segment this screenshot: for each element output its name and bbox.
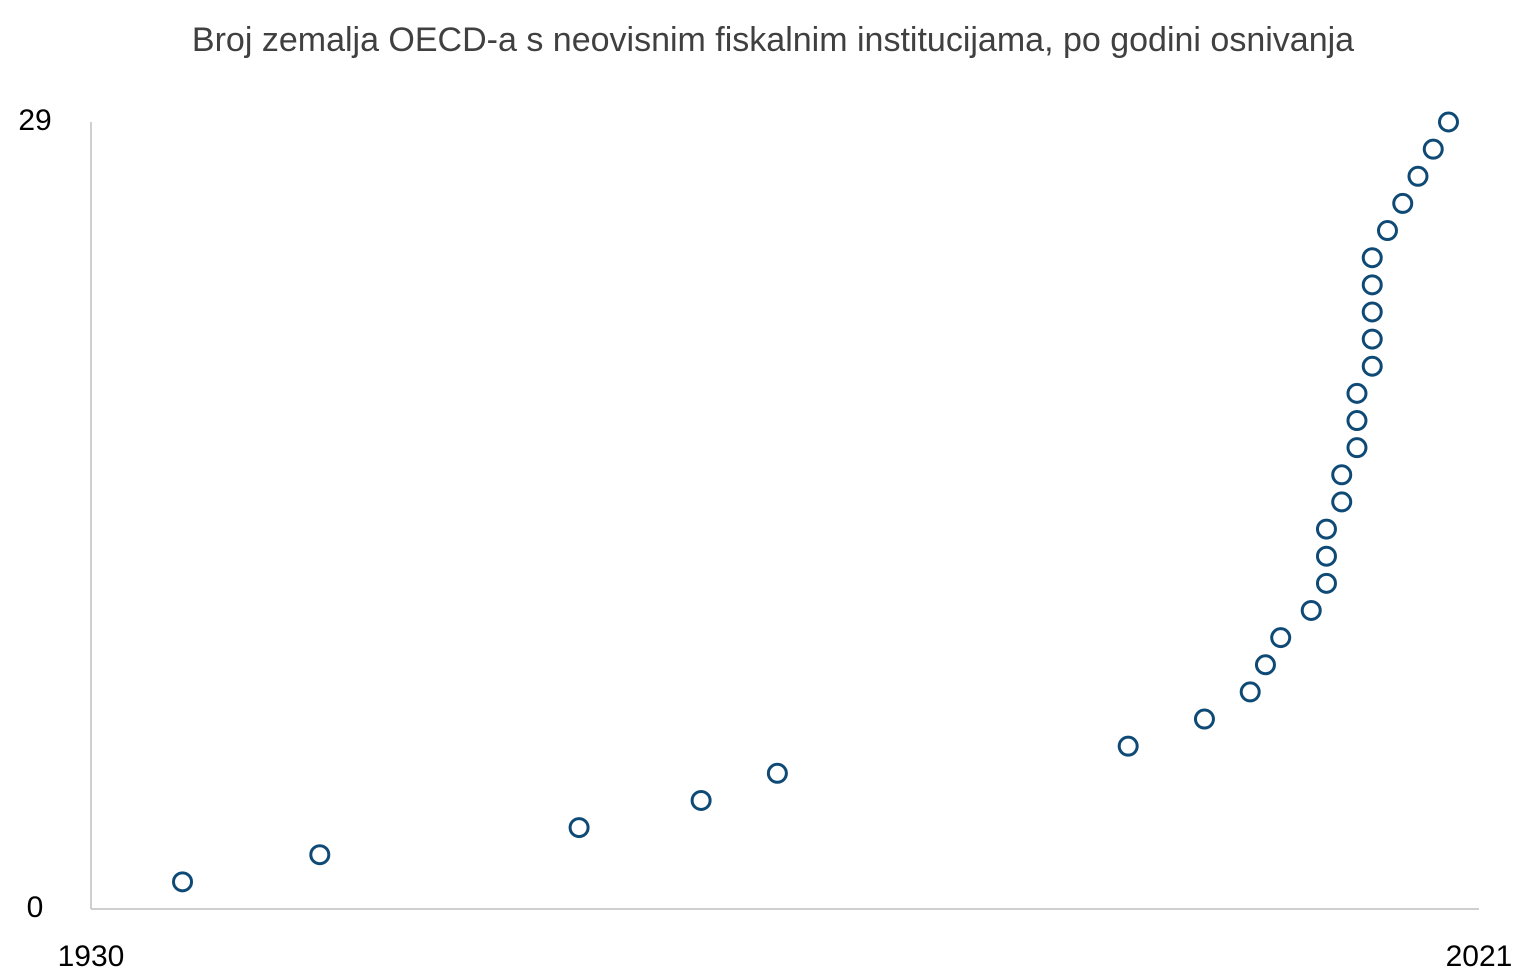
point (1361, 301, 1383, 323)
point (568, 817, 590, 839)
point (1117, 735, 1139, 757)
point (1331, 491, 1353, 513)
point (1270, 627, 1292, 649)
point (1361, 274, 1383, 296)
point (1254, 654, 1276, 676)
point (1315, 545, 1337, 567)
point (1193, 708, 1215, 730)
point (1437, 111, 1459, 133)
point (1346, 410, 1368, 432)
point (309, 844, 331, 866)
point (1407, 165, 1429, 187)
point (1361, 355, 1383, 377)
point (766, 762, 788, 784)
point (1361, 328, 1383, 350)
point (1346, 382, 1368, 404)
point (1422, 138, 1444, 160)
point (172, 871, 194, 893)
x-tick-label: 1930 (58, 940, 125, 973)
point (1315, 572, 1337, 594)
point (1300, 599, 1322, 621)
point (1315, 518, 1337, 540)
point (1239, 681, 1261, 703)
point (1361, 247, 1383, 269)
y-tick-label: 29 (18, 104, 51, 137)
point (1346, 437, 1368, 459)
point (1392, 192, 1414, 214)
x-tick-label: 2021 (1446, 940, 1513, 973)
point (1376, 220, 1398, 242)
point (1331, 464, 1353, 486)
y-tick-label: 0 (27, 891, 44, 924)
chart-title: Broj zemalja OECD-a s neovisnim fiskalni… (191, 21, 1355, 59)
point (690, 789, 712, 811)
